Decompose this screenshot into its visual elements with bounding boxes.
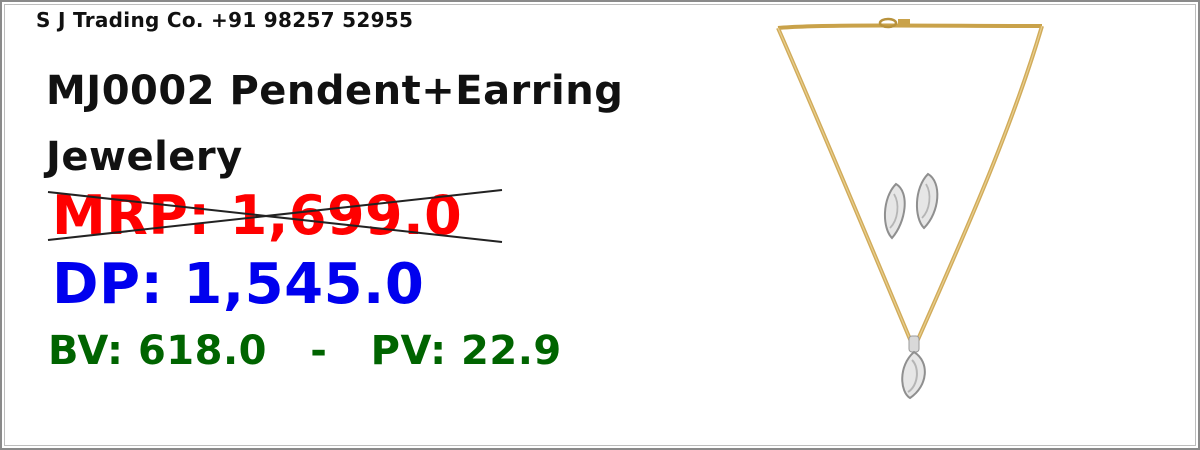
- card-inner-border: [4, 4, 1196, 446]
- bv-value: BV: 618.0: [48, 328, 267, 374]
- pv-value: PV: 22.9: [370, 328, 562, 374]
- product-title: MJ0002 Pendent+Earring Jewelery: [46, 68, 624, 180]
- bv-pv-line: BV: 618.0 - PV: 22.9: [48, 328, 562, 374]
- bv-pv-separator: -: [310, 328, 328, 374]
- dp-price: DP: 1,545.0: [52, 252, 425, 317]
- necklace-earrings-image: [776, 17, 1044, 400]
- seller-contact: S J Trading Co. +91 98257 52955: [36, 8, 414, 32]
- mrp-strikethrough: [47, 189, 503, 243]
